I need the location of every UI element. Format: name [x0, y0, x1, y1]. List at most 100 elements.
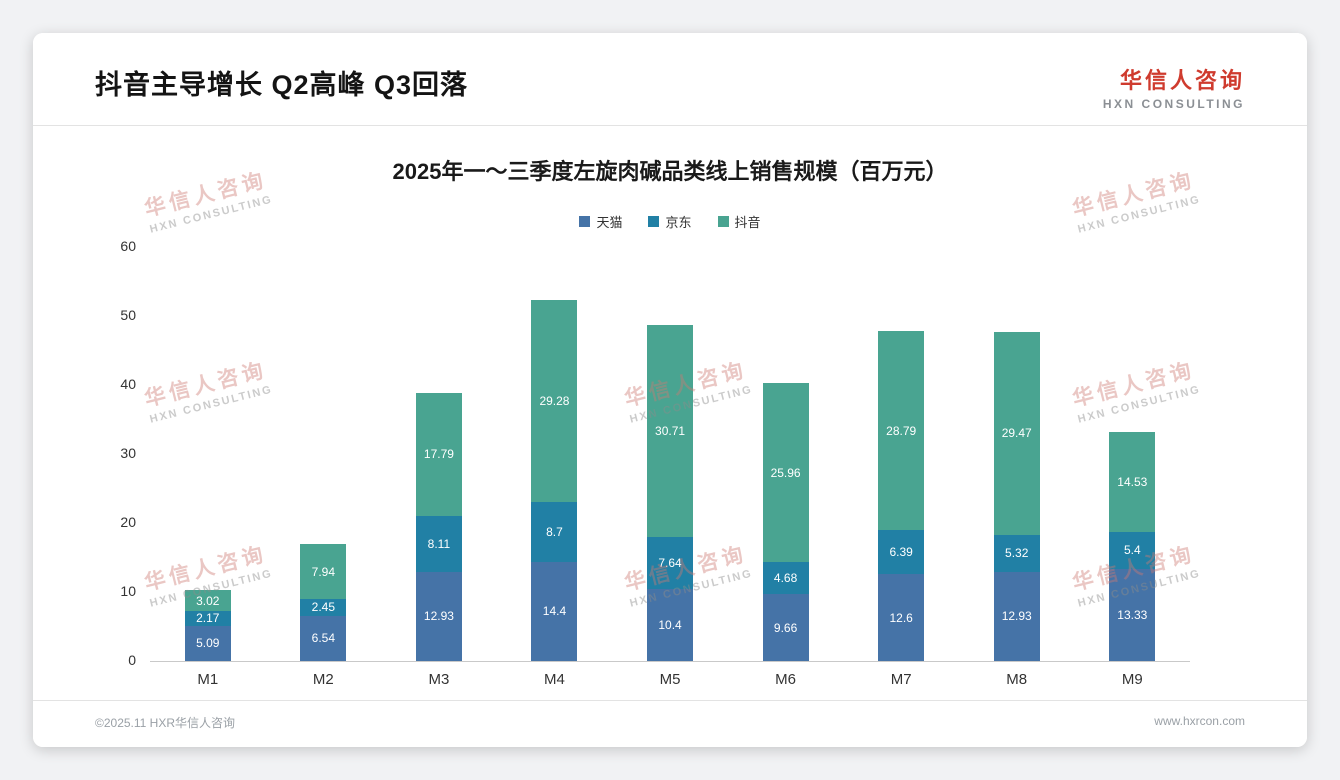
legend-swatch-icon	[717, 216, 729, 227]
bar-value-label: 12.6	[889, 610, 913, 625]
bar-value-label: 8.11	[427, 536, 451, 551]
bar-segment: 30.71	[647, 324, 694, 537]
bar-stack: 7.94 2.45 6.54	[300, 544, 347, 661]
y-axis-tick: 20	[120, 514, 136, 530]
bar-column: 30.71 7.64 10.4	[612, 324, 728, 661]
bar-stack: 17.79 8.11 12.93	[415, 393, 462, 661]
legend-item[interactable]: 抖音	[717, 212, 761, 231]
bar-value-label: 5.32	[1005, 546, 1029, 561]
bar-segment: 4.68	[762, 562, 809, 595]
slide-card: 华信人咨询 HXN CONSULTING 华信人咨询 HXN CONSULTING 华信…	[33, 33, 1307, 747]
bar-value-label: 7.94	[311, 564, 336, 579]
footer-copyright: ©2025.11 HXR华信人咨询	[95, 716, 235, 730]
bar-stack: 25.96 4.68 9.66	[762, 382, 809, 661]
plot-wrap: 0 10 20 30 40 50 60 3.02 2.17 5.09 7.94 2.45 6.54 17.…	[120, 238, 1190, 688]
bar-column: 25.96 4.68 9.66	[728, 382, 844, 661]
x-axis-label: M3	[428, 671, 450, 688]
bar-segment: 14.53	[1109, 431, 1156, 532]
bar-column: 17.79 8.11 12.93	[381, 393, 497, 661]
bar-value-label: 2.45	[311, 600, 336, 615]
bar-value-label: 9.66	[773, 620, 798, 635]
y-axis-tick: 10	[120, 583, 136, 599]
bar-column: 29.28 8.7 14.4	[497, 299, 613, 661]
bar-value-label: 17.79	[423, 447, 454, 462]
bar-value-label: 4.68	[773, 571, 798, 586]
bar-value-label: 12.93	[423, 609, 454, 624]
bar-value-label: 14.4	[542, 604, 567, 619]
legend-label: 抖音	[734, 215, 761, 230]
bar-segment: 7.64	[647, 536, 694, 590]
bar-segment: 5.4	[1109, 531, 1156, 570]
bar-value-label: 2.17	[196, 611, 220, 626]
x-axis-label: M9	[1121, 671, 1143, 688]
x-axis-label: M1	[197, 671, 219, 688]
bar-segment: 17.79	[415, 393, 462, 516]
bar-value-label: 29.28	[539, 393, 570, 408]
bar-segment: 25.96	[762, 382, 809, 563]
legend-item[interactable]: 天猫	[579, 212, 622, 231]
company-logo: 华信人咨询 HXN CONSULTING	[1103, 63, 1245, 111]
bar-value-label: 6.54	[311, 631, 336, 646]
bar-column: 14.53 5.4 13.33	[1075, 431, 1191, 661]
bar-segment: 13.33	[1109, 569, 1156, 661]
bar-value-label: 12.93	[1001, 609, 1032, 624]
legend-label: 天猫	[596, 215, 623, 230]
bar-segment: 10.4	[647, 589, 694, 661]
bar-segment: 12.93	[415, 571, 462, 661]
x-axis-label: M6	[775, 671, 797, 688]
x-axis-label: M5	[659, 671, 681, 688]
bar-value-label: 6.39	[889, 545, 913, 560]
bar-column: 28.79 6.39 12.6	[843, 331, 959, 661]
bar-stack: 29.28 8.7 14.4	[531, 299, 578, 661]
bar-segment: 5.09	[184, 625, 231, 661]
bar-segment: 6.39	[878, 529, 925, 575]
bar-segment: 14.4	[531, 561, 578, 661]
bar-value-label: 29.47	[1001, 426, 1032, 441]
chart-title: 2025年一～三季度左旋肉碱品类线上销售规模（百万元）	[392, 159, 948, 184]
bar-segment: 12.6	[878, 574, 925, 661]
bar-segment: 9.66	[762, 594, 809, 661]
bar-column: 29.47 5.32 12.93	[959, 331, 1075, 661]
bars-row: 3.02 2.17 5.09 7.94 2.45 6.54 17.79 8.11 12.93 29…	[150, 247, 1190, 661]
legend-item[interactable]: 京东	[648, 212, 692, 231]
plot-area: 0 10 20 30 40 50 60 3.02 2.17 5.09 7.94 2.45 6.54 17.…	[120, 238, 1190, 668]
x-axis-label: M7	[890, 671, 912, 688]
bar-segment: 29.47	[993, 331, 1040, 536]
x-axis: M1 M2 M3 M4 M5 M6 M7 M8 M9	[150, 671, 1190, 688]
y-axis-tick: 50	[120, 307, 136, 323]
bar-segment: 8.11	[415, 515, 462, 572]
footer-url: www.hxrcon.com	[1154, 714, 1245, 728]
bar-stack: 14.53 5.4 13.33	[1109, 431, 1156, 661]
bar-segment: 8.7	[531, 501, 578, 562]
logo-en-text: HXN CONSULTING	[1102, 97, 1245, 111]
x-axis-label: M2	[312, 671, 334, 688]
bar-segment: 3.02	[184, 590, 231, 611]
legend-label: 京东	[665, 215, 692, 230]
bar-segment: 2.45	[300, 598, 347, 616]
bar-value-label: 30.71	[655, 423, 686, 438]
header: 抖音主导增长 Q2高峰 Q3回落 华信人咨询 HXN CONSULTING	[33, 33, 1307, 126]
legend-swatch-icon	[648, 216, 660, 227]
y-axis-tick: 30	[120, 445, 136, 461]
bar-value-label: 10.4	[658, 618, 682, 633]
footer: ©2025.11 HXR华信人咨询 www.hxrcon.com	[33, 700, 1307, 747]
bar-value-label: 7.64	[658, 555, 682, 570]
bar-value-label: 5.09	[196, 636, 220, 651]
page-title: 抖音主导增长 Q2高峰 Q3回落	[95, 70, 469, 100]
bar-stack: 30.71 7.64 10.4	[647, 324, 694, 661]
bar-segment: 6.54	[300, 615, 347, 661]
bar-segment: 12.93	[993, 571, 1040, 661]
bar-column: 3.02 2.17 5.09	[150, 590, 266, 661]
bar-value-label: 25.96	[770, 465, 801, 480]
y-axis-tick: 60	[120, 238, 136, 254]
bar-value-label: 5.4	[1123, 543, 1141, 558]
y-axis-tick: 0	[128, 652, 136, 668]
legend-swatch-icon	[579, 216, 591, 227]
bar-stack: 29.47 5.32 12.93	[993, 331, 1040, 661]
bar-value-label: 28.79	[886, 423, 917, 438]
bar-segment: 7.94	[300, 544, 347, 599]
bar-segment: 29.28	[531, 299, 578, 502]
bar-value-label: 13.33	[1117, 608, 1148, 623]
logo-cn-text: 华信人咨询	[1119, 68, 1245, 93]
bar-segment: 2.17	[184, 610, 231, 626]
